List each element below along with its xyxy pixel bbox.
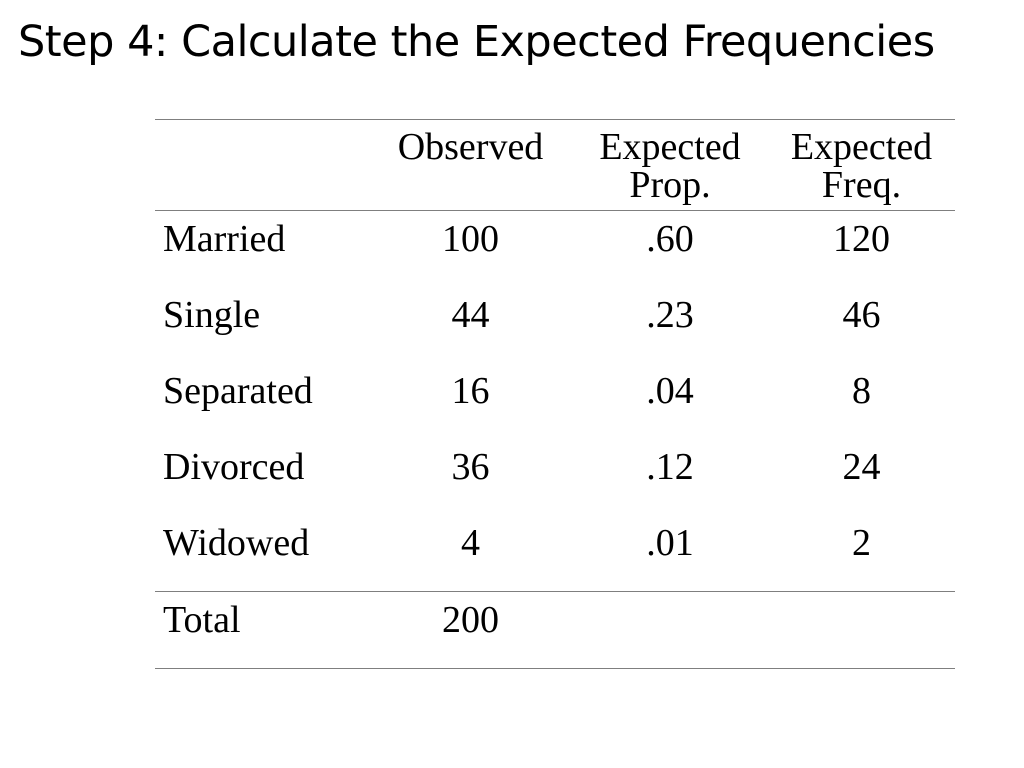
row-observed: 36 bbox=[451, 446, 490, 488]
total-row: Total 200 bbox=[155, 591, 955, 669]
table-row: Separated 16 .04 8 bbox=[155, 363, 955, 439]
total-label: Total bbox=[163, 599, 241, 641]
row-expected-freq: 2 bbox=[852, 522, 871, 564]
row-expected-freq: 120 bbox=[833, 218, 890, 260]
row-expected-prop: .01 bbox=[646, 522, 694, 564]
row-expected-prop: .60 bbox=[646, 218, 694, 260]
row-category: Widowed bbox=[163, 522, 310, 564]
slide-title: Step 4: Calculate the Expected Frequenci… bbox=[18, 17, 935, 67]
table-row: Single 44 .23 46 bbox=[155, 287, 955, 363]
total-expected-prop bbox=[572, 592, 768, 669]
header-observed: Observed bbox=[369, 120, 572, 211]
header-expected-freq-line2: Freq. bbox=[821, 164, 902, 206]
row-category: Married bbox=[163, 218, 286, 260]
row-expected-prop: .23 bbox=[646, 294, 694, 336]
total-observed: 200 bbox=[442, 599, 499, 641]
row-observed: 16 bbox=[451, 370, 490, 412]
row-expected-freq: 46 bbox=[842, 294, 881, 336]
row-observed: 4 bbox=[461, 522, 480, 564]
total-expected-freq bbox=[768, 592, 955, 669]
table-row: Married 100 .60 120 bbox=[155, 211, 955, 288]
header-observed-label: Observed bbox=[397, 126, 544, 168]
row-expected-prop: .04 bbox=[646, 370, 694, 412]
header-expected-prop-line2: Prop. bbox=[629, 164, 711, 206]
row-observed: 44 bbox=[451, 294, 490, 336]
table-row: Divorced 36 .12 24 bbox=[155, 439, 955, 515]
table-row: Widowed 4 .01 2 bbox=[155, 515, 955, 592]
row-observed: 100 bbox=[442, 218, 499, 260]
header-expected-freq-line1: Expected bbox=[790, 126, 933, 168]
header-empty bbox=[155, 120, 369, 211]
row-expected-freq: 8 bbox=[852, 370, 871, 412]
header-expected-prop-line1: Expected bbox=[599, 126, 741, 168]
header-expected-freq: Expected Freq. bbox=[768, 120, 955, 211]
header-expected-prop: Expected Prop. bbox=[572, 120, 768, 211]
row-category: Divorced bbox=[163, 446, 305, 488]
row-expected-prop: .12 bbox=[646, 446, 694, 488]
frequency-table: Observed Expected Prop. Expected Freq. M… bbox=[155, 119, 955, 669]
row-expected-freq: 24 bbox=[842, 446, 881, 488]
row-category: Separated bbox=[163, 370, 313, 412]
row-category: Single bbox=[163, 294, 261, 336]
table-header-row: Observed Expected Prop. Expected Freq. bbox=[155, 119, 955, 211]
